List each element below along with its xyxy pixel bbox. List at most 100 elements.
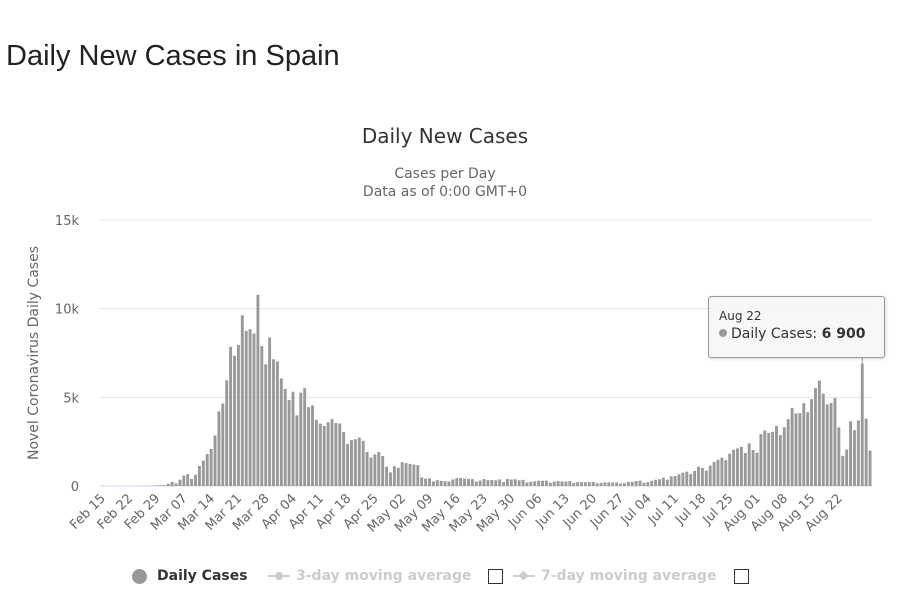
bar[interactable] <box>498 479 502 486</box>
bar[interactable] <box>817 380 821 486</box>
bar[interactable] <box>190 478 194 486</box>
bar[interactable] <box>580 482 583 486</box>
bar[interactable] <box>365 451 369 486</box>
bar[interactable] <box>755 452 759 486</box>
bar[interactable] <box>486 480 490 486</box>
bar[interactable] <box>361 440 365 486</box>
bar[interactable] <box>587 482 591 486</box>
bar[interactable] <box>424 478 428 486</box>
bar[interactable] <box>790 407 794 486</box>
bar[interactable] <box>837 427 841 486</box>
bar[interactable] <box>513 479 517 486</box>
bar[interactable] <box>544 480 548 486</box>
bar[interactable] <box>174 483 178 486</box>
bar[interactable] <box>459 477 463 486</box>
bar[interactable] <box>439 480 443 486</box>
bar[interactable] <box>853 430 856 486</box>
bar[interactable] <box>373 454 377 486</box>
bar[interactable] <box>353 439 357 486</box>
bar[interactable] <box>182 475 186 486</box>
bar[interactable] <box>810 399 814 486</box>
bar[interactable] <box>829 403 833 486</box>
bar[interactable] <box>775 425 778 486</box>
bar[interactable] <box>751 449 755 486</box>
bar[interactable] <box>689 474 693 486</box>
bar[interactable] <box>158 485 162 486</box>
bar[interactable] <box>560 481 564 486</box>
bar[interactable] <box>849 421 853 486</box>
bar[interactable] <box>552 481 556 486</box>
bar[interactable] <box>236 344 240 486</box>
bar[interactable] <box>299 392 303 486</box>
bar[interactable] <box>463 478 467 486</box>
bar[interactable] <box>389 472 392 486</box>
bar[interactable] <box>275 361 279 486</box>
bar[interactable] <box>864 418 868 486</box>
bar[interactable] <box>572 482 576 486</box>
bar[interactable] <box>537 480 541 486</box>
bar[interactable] <box>650 480 654 486</box>
bar[interactable] <box>658 479 661 486</box>
bar[interactable] <box>619 483 622 486</box>
bar[interactable] <box>814 388 817 486</box>
bar[interactable] <box>669 476 673 486</box>
bar[interactable] <box>521 479 525 486</box>
bar[interactable] <box>256 294 260 486</box>
bar[interactable] <box>782 427 786 486</box>
bar[interactable] <box>763 430 767 486</box>
bar[interactable] <box>529 481 533 486</box>
bar[interactable] <box>201 460 205 486</box>
bar[interactable] <box>728 453 732 486</box>
checkbox-7-day-average[interactable] <box>734 569 749 584</box>
bar[interactable] <box>205 454 209 486</box>
bar[interactable] <box>412 464 416 486</box>
bar[interactable] <box>868 450 872 486</box>
bar[interactable] <box>732 449 736 486</box>
bar[interactable] <box>334 423 338 486</box>
bar[interactable] <box>576 482 580 486</box>
bar[interactable] <box>240 315 244 486</box>
bar[interactable] <box>825 404 829 486</box>
bar[interactable] <box>221 403 225 486</box>
bar[interactable] <box>431 481 435 486</box>
bar[interactable] <box>392 466 396 486</box>
bar[interactable] <box>490 480 494 486</box>
bar[interactable] <box>583 482 587 486</box>
bar[interactable] <box>287 400 291 486</box>
bar[interactable] <box>420 477 424 486</box>
bar[interactable] <box>704 470 708 486</box>
bar[interactable] <box>342 432 346 486</box>
bar[interactable] <box>856 420 860 486</box>
bar[interactable] <box>295 415 299 486</box>
bar[interactable] <box>400 462 404 486</box>
bar[interactable] <box>209 449 213 486</box>
bar[interactable] <box>478 480 482 486</box>
bar[interactable] <box>451 479 455 486</box>
bar[interactable] <box>794 413 798 486</box>
bar[interactable] <box>330 419 334 486</box>
bar[interactable] <box>517 480 521 486</box>
bar[interactable] <box>279 378 283 486</box>
bar[interactable] <box>798 413 802 486</box>
bar[interactable] <box>369 457 373 486</box>
bar[interactable] <box>416 465 420 486</box>
bar[interactable] <box>213 435 217 486</box>
bar[interactable] <box>225 380 229 486</box>
bar[interactable] <box>841 455 845 486</box>
bar[interactable] <box>747 443 751 486</box>
bar[interactable] <box>716 459 720 486</box>
bar[interactable] <box>771 431 775 486</box>
bar[interactable] <box>603 482 607 486</box>
bar[interactable] <box>357 437 361 486</box>
bar[interactable] <box>197 465 201 486</box>
bar[interactable] <box>443 481 447 486</box>
bar[interactable] <box>447 481 451 486</box>
bar[interactable] <box>665 479 669 486</box>
bar[interactable] <box>244 330 248 486</box>
bar[interactable] <box>541 480 544 486</box>
bar[interactable] <box>482 479 486 486</box>
bar[interactable] <box>860 363 864 486</box>
bar[interactable] <box>611 482 615 486</box>
bar[interactable] <box>170 481 174 486</box>
bar[interactable] <box>743 453 747 486</box>
